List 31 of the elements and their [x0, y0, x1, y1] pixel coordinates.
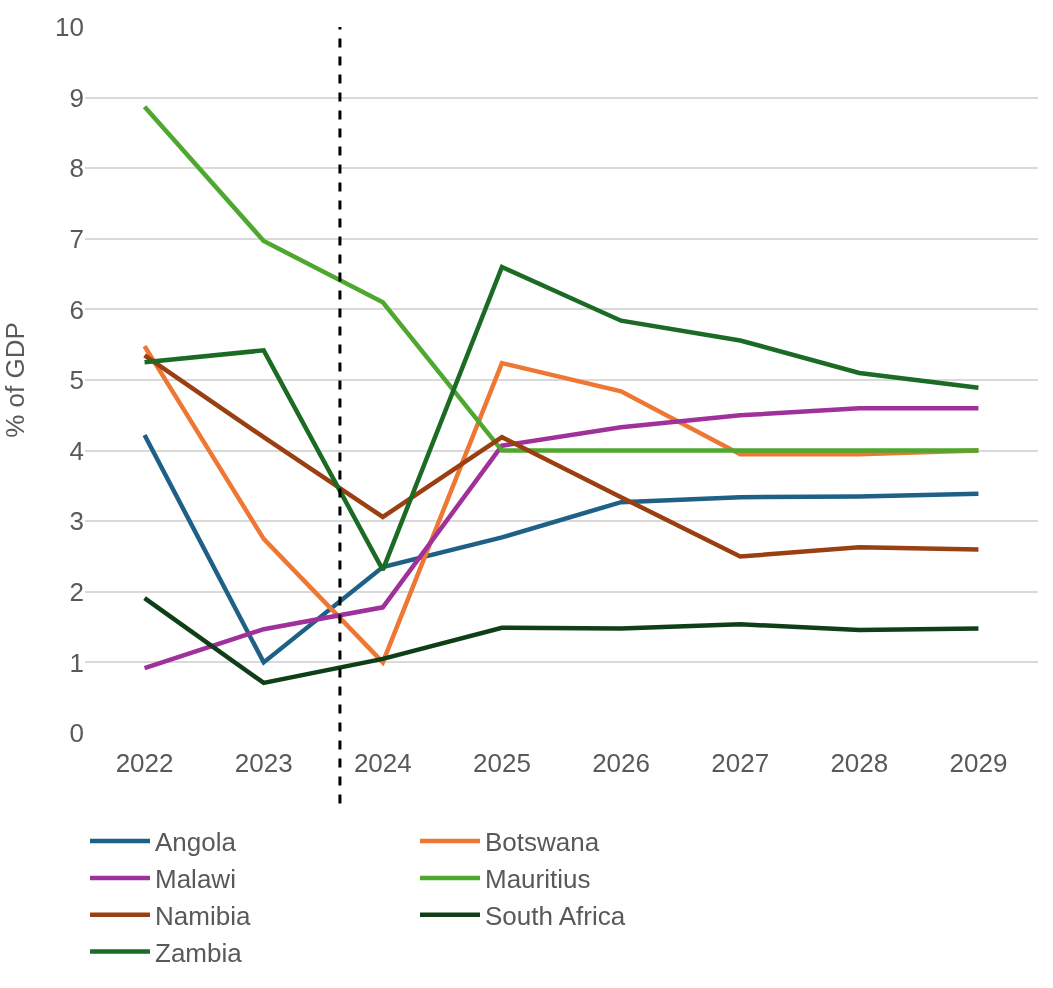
y-tick-label: 8: [69, 153, 84, 184]
y-tick-label: 5: [69, 365, 84, 396]
x-tick-label: 2028: [830, 748, 889, 778]
legend-label: Namibia: [155, 900, 251, 931]
y-tick-label: 0: [69, 718, 84, 749]
legend-label: Malawi: [155, 864, 236, 895]
y-tick-label: 9: [69, 82, 84, 113]
x-tick-label: 2029: [949, 748, 1008, 778]
line-series: [142, 353, 981, 559]
legend-label: South Africa: [485, 900, 626, 931]
legend-label: Botswana: [485, 827, 600, 858]
y-tick-label: 2: [69, 576, 84, 607]
y-tick-label: 3: [69, 506, 84, 537]
y-tick-label: 7: [69, 223, 84, 254]
line-series: [142, 595, 981, 686]
x-tick-label: 2026: [592, 748, 650, 778]
y-tick-label: 1: [69, 647, 84, 678]
legend-label: Angola: [155, 827, 237, 858]
x-tick-label: 2025: [473, 748, 531, 778]
legend-label: Zambia: [155, 937, 243, 968]
y-tick-label: 4: [69, 435, 84, 466]
y-tick-label: 10: [55, 12, 84, 43]
x-tick-label: 2023: [234, 748, 293, 778]
legend-label: Mauritius: [485, 864, 591, 895]
y-tick-label: 6: [69, 294, 84, 325]
x-tick-label: 2022: [115, 748, 174, 778]
x-tick-label: 2027: [711, 748, 770, 778]
x-tick-label: 2024: [353, 748, 412, 778]
y-axis-title: % of GDP: [0, 322, 30, 438]
line-series: [142, 104, 981, 453]
line-series: [142, 264, 981, 573]
